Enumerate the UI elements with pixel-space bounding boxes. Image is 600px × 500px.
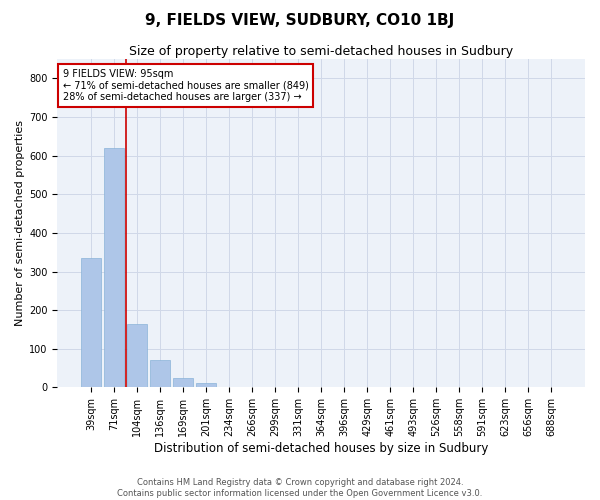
Text: 9 FIELDS VIEW: 95sqm
← 71% of semi-detached houses are smaller (849)
28% of semi: 9 FIELDS VIEW: 95sqm ← 71% of semi-detac… (62, 69, 308, 102)
Text: Contains HM Land Registry data © Crown copyright and database right 2024.
Contai: Contains HM Land Registry data © Crown c… (118, 478, 482, 498)
Bar (82, 258, 101, 388)
Bar (173, 378, 193, 388)
Bar (104, 148, 124, 388)
Text: 9, FIELDS VIEW, SUDBURY, CO10 1BJ: 9, FIELDS VIEW, SUDBURY, CO10 1BJ (145, 12, 455, 28)
X-axis label: Distribution of semi-detached houses by size in Sudbury: Distribution of semi-detached houses by … (154, 442, 488, 455)
Bar (151, 360, 170, 388)
Bar (196, 384, 216, 388)
Bar (220, 386, 239, 388)
Y-axis label: Number of semi-detached properties: Number of semi-detached properties (15, 120, 25, 326)
Title: Size of property relative to semi-detached houses in Sudbury: Size of property relative to semi-detach… (129, 45, 513, 58)
Bar (127, 324, 147, 388)
